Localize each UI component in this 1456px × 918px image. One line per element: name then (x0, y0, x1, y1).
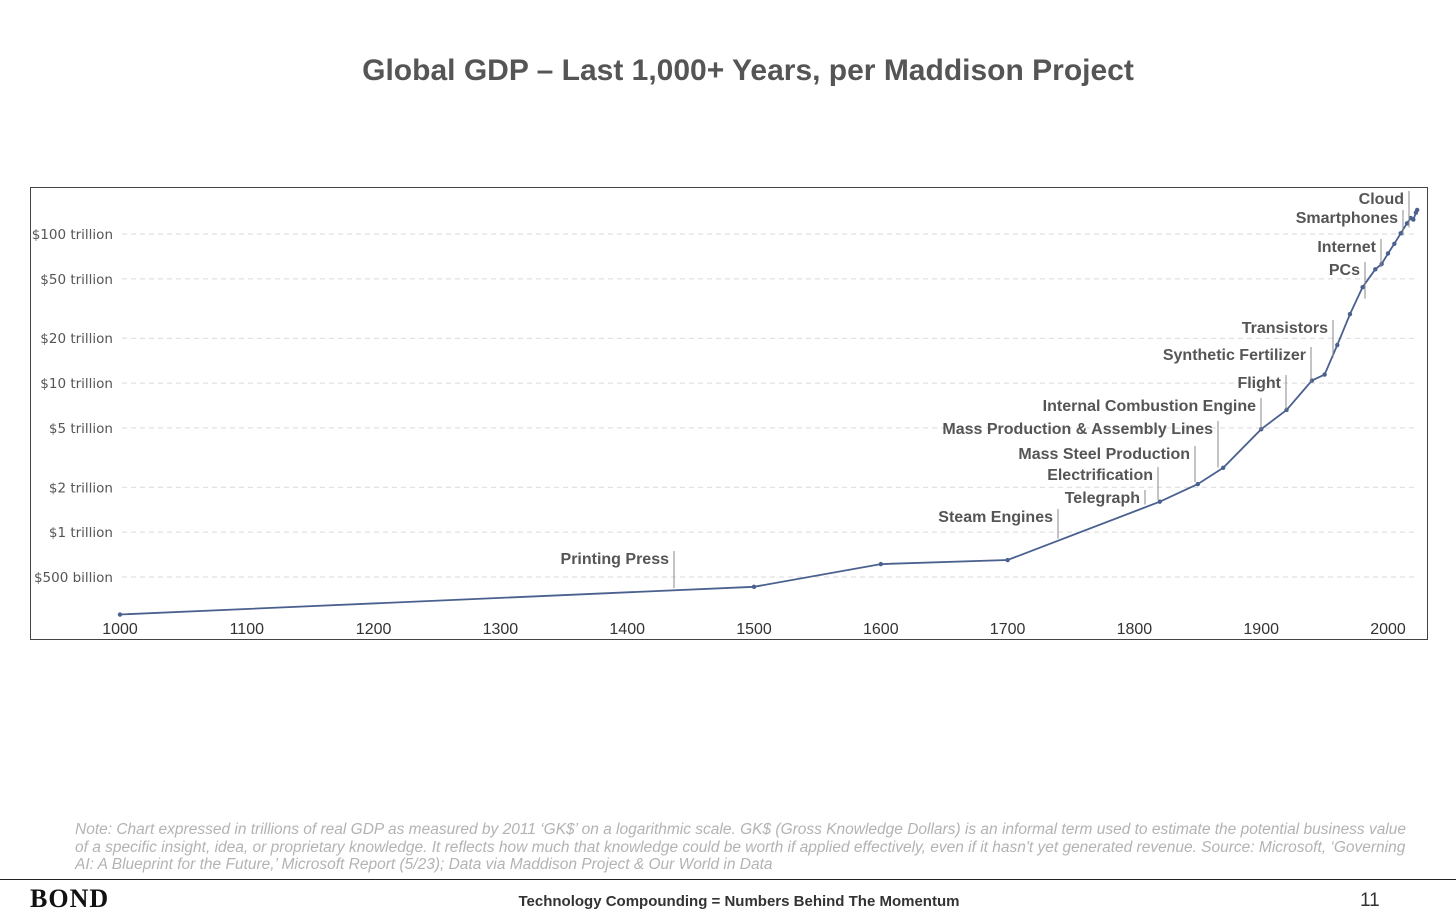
y-tick-label: $20 trillion (40, 331, 113, 347)
data-point (1373, 267, 1378, 272)
data-point (1411, 217, 1416, 222)
bond-logo: BOND (30, 884, 110, 913)
x-tick-label: 1700 (990, 621, 1026, 638)
y-tick-label: $5 trillion (49, 421, 113, 437)
data-point (117, 612, 123, 617)
annotation-label: Cloud (1359, 191, 1404, 208)
data-point (1309, 378, 1315, 383)
y-tick-label: $50 trillion (40, 272, 113, 288)
data-point (1385, 251, 1391, 256)
data-point (751, 584, 757, 589)
x-tick-label: 1400 (609, 621, 645, 638)
x-tick-label: 1300 (483, 621, 519, 638)
annotation-label: Steam Engines (938, 509, 1053, 526)
annotation-label: Mass Production & Assembly Lines (942, 421, 1213, 438)
data-point (1414, 207, 1420, 213)
data-point (1347, 311, 1353, 317)
data-point (1195, 481, 1201, 487)
data-point (1392, 241, 1397, 246)
x-tick-label: 1800 (1117, 621, 1153, 638)
chart-note: Note: Chart expressed in trillions of re… (75, 821, 1407, 873)
y-tick-label: $10 trillion (40, 376, 113, 392)
data-point (1404, 221, 1410, 226)
data-point (1157, 499, 1162, 504)
data-point (1284, 407, 1289, 413)
annotation-label: Internal Combustion Engine (1043, 398, 1256, 415)
annotation-label: Flight (1237, 375, 1281, 392)
annotation-label: PCs (1329, 262, 1360, 279)
data-point (1220, 465, 1226, 471)
data-point (878, 561, 883, 567)
data-point (1360, 284, 1365, 290)
data-point (1335, 342, 1340, 348)
footer-title: Technology Compounding = Numbers Behind … (518, 893, 960, 910)
data-point (1379, 261, 1384, 267)
footer-divider (0, 879, 1456, 880)
x-tick-label: 1900 (1243, 621, 1279, 638)
x-tick-label: 2000 (1370, 621, 1406, 638)
annotation-label: Internet (1317, 239, 1376, 256)
annotation-label: Smartphones (1296, 210, 1398, 227)
annotation-label: Transistors (1242, 320, 1328, 337)
chart-frame (30, 187, 1428, 640)
annotation-label: Electrification (1047, 467, 1153, 484)
data-point (1322, 372, 1327, 377)
y-tick-label: $100 trillion (32, 227, 113, 243)
annotation-label: Telegraph (1065, 490, 1140, 507)
y-tick-label: $2 trillion (49, 480, 113, 496)
x-tick-label: 1600 (863, 621, 899, 638)
data-point (1398, 231, 1403, 236)
annotation-label: Printing Press (561, 551, 670, 568)
annotation-label: Synthetic Fertilizer (1163, 347, 1306, 364)
annotation-label: Mass Steel Production (1018, 446, 1190, 463)
page-number: 11 (1360, 890, 1380, 911)
y-tick-label: $500 billion (34, 570, 113, 586)
x-tick-label: 1100 (230, 621, 265, 638)
x-tick-label: 1500 (736, 621, 772, 638)
data-point (1005, 557, 1010, 563)
y-tick-label: $1 trillion (49, 525, 113, 541)
x-tick-label: 1000 (102, 621, 138, 638)
page-title: Global GDP – Last 1,000+ Years, per Madd… (362, 54, 1134, 87)
x-tick-label: 1200 (356, 621, 392, 638)
